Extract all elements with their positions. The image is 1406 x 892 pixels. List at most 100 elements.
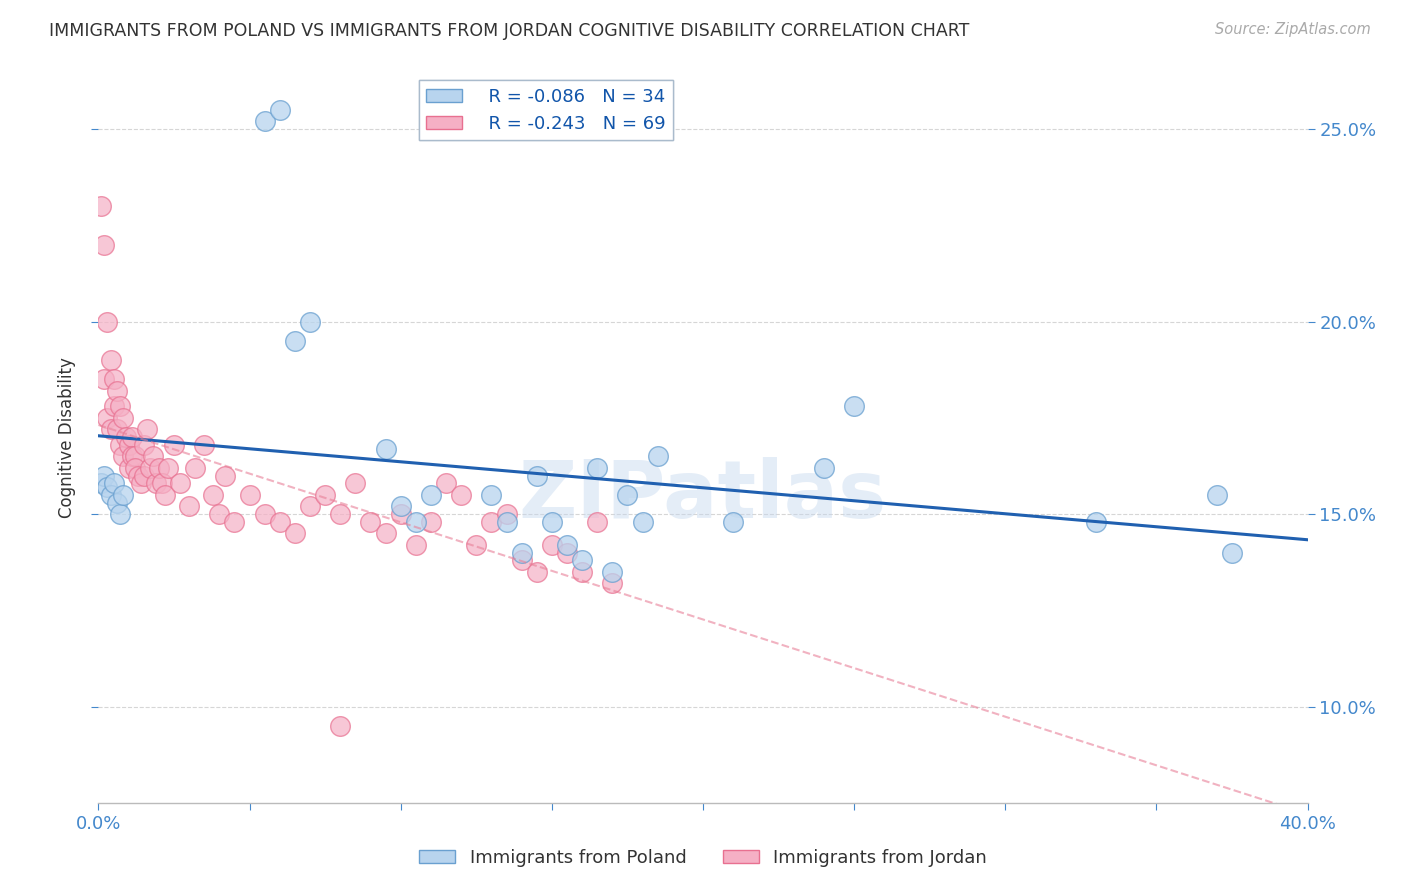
Point	[118, 461, 141, 475]
Point	[111, 410, 134, 425]
Point	[214, 468, 236, 483]
Text: ZIPatlas: ZIPatlas	[519, 457, 887, 534]
Point	[153, 488, 176, 502]
Point	[540, 515, 562, 529]
Point	[105, 422, 128, 436]
Point	[299, 500, 322, 514]
Point	[103, 476, 125, 491]
Legend: Immigrants from Poland, Immigrants from Jordan: Immigrants from Poland, Immigrants from …	[412, 842, 994, 874]
Point	[239, 488, 262, 502]
Point	[202, 488, 225, 502]
Point	[586, 515, 609, 529]
Point	[1085, 515, 1108, 529]
Point	[208, 507, 231, 521]
Point	[602, 576, 624, 591]
Point	[163, 438, 186, 452]
Point	[344, 476, 367, 491]
Point	[631, 515, 654, 529]
Point	[329, 719, 352, 733]
Point	[389, 500, 412, 514]
Point	[132, 438, 155, 452]
Point	[269, 515, 291, 529]
Point	[269, 103, 291, 117]
Point	[111, 450, 134, 464]
Point	[510, 553, 533, 567]
Point	[96, 410, 118, 425]
Point	[142, 450, 165, 464]
Point	[571, 565, 593, 579]
Point	[108, 399, 131, 413]
Point	[90, 476, 112, 491]
Point	[481, 515, 503, 529]
Point	[434, 476, 457, 491]
Point	[284, 526, 307, 541]
Point	[405, 515, 427, 529]
Point	[844, 399, 866, 413]
Point	[586, 461, 609, 475]
Point	[555, 538, 578, 552]
Point	[374, 442, 396, 456]
Point	[127, 468, 149, 483]
Point	[495, 507, 517, 521]
Point	[96, 315, 118, 329]
Point	[616, 488, 638, 502]
Point	[105, 495, 128, 509]
Point	[105, 384, 128, 398]
Point	[111, 488, 134, 502]
Point	[96, 480, 118, 494]
Point	[314, 488, 336, 502]
Point	[360, 515, 382, 529]
Point	[510, 545, 533, 559]
Point	[405, 538, 427, 552]
Text: IMMIGRANTS FROM POLAND VS IMMIGRANTS FROM JORDAN COGNITIVE DISABILITY CORRELATIO: IMMIGRANTS FROM POLAND VS IMMIGRANTS FRO…	[49, 22, 970, 40]
Point	[93, 237, 115, 252]
Point	[90, 199, 112, 213]
Text: Source: ZipAtlas.com: Source: ZipAtlas.com	[1215, 22, 1371, 37]
Point	[135, 422, 157, 436]
Point	[224, 515, 246, 529]
Point	[450, 488, 472, 502]
Point	[1206, 488, 1229, 502]
Point	[132, 468, 155, 483]
Legend:   R = -0.086   N = 34,   R = -0.243   N = 69: R = -0.086 N = 34, R = -0.243 N = 69	[419, 80, 672, 140]
Point	[555, 545, 578, 559]
Point	[100, 422, 122, 436]
Point	[129, 476, 152, 491]
Point	[103, 372, 125, 386]
Point	[139, 461, 162, 475]
Point	[124, 461, 146, 475]
Point	[193, 438, 215, 452]
Point	[602, 565, 624, 579]
Point	[253, 114, 276, 128]
Point	[100, 353, 122, 368]
Point	[389, 507, 412, 521]
Point	[465, 538, 488, 552]
Point	[723, 515, 745, 529]
Point	[93, 372, 115, 386]
Point	[571, 553, 593, 567]
Point	[374, 526, 396, 541]
Point	[420, 488, 443, 502]
Point	[108, 507, 131, 521]
Point	[121, 430, 143, 444]
Point	[145, 476, 167, 491]
Point	[179, 500, 201, 514]
Point	[150, 476, 173, 491]
Point	[148, 461, 170, 475]
Point	[284, 334, 307, 348]
Point	[647, 450, 669, 464]
Point	[526, 468, 548, 483]
Point	[114, 430, 136, 444]
Point	[124, 450, 146, 464]
Point	[103, 399, 125, 413]
Point	[253, 507, 276, 521]
Point	[1220, 545, 1243, 559]
Point	[118, 438, 141, 452]
Point	[526, 565, 548, 579]
Point	[299, 315, 322, 329]
Point	[495, 515, 517, 529]
Point	[813, 461, 835, 475]
Point	[540, 538, 562, 552]
Point	[481, 488, 503, 502]
Point	[329, 507, 352, 521]
